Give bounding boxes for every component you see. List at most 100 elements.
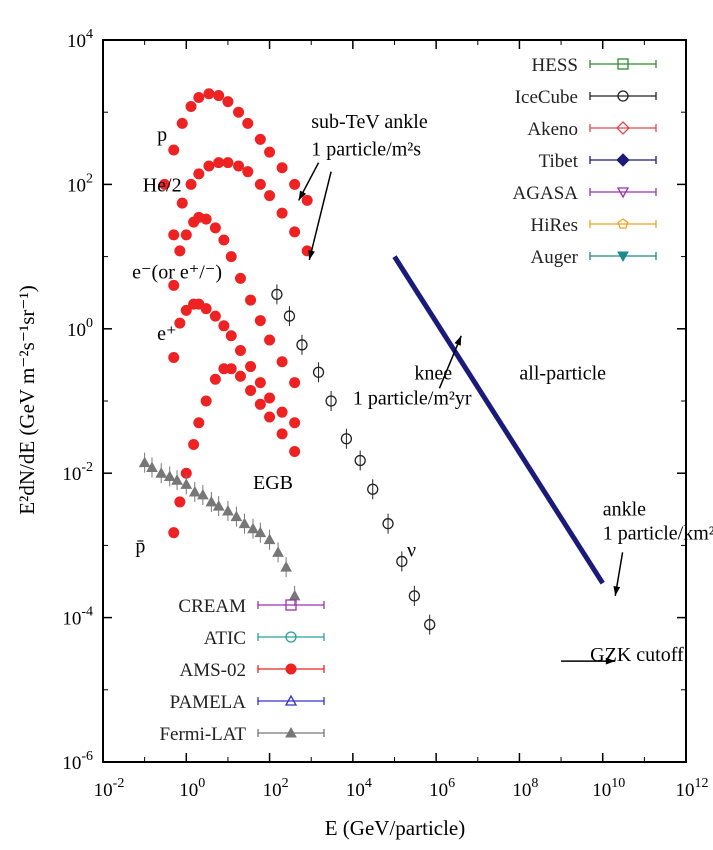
- arrow-head: [308, 249, 315, 260]
- data-point: [325, 395, 337, 407]
- data-point: [408, 590, 421, 602]
- x-tick-label: 104: [346, 776, 372, 801]
- data-point: [234, 370, 246, 382]
- series-e⁻(or e⁺/⁻): [168, 211, 301, 389]
- data-point: [159, 178, 171, 190]
- data-point: [271, 288, 283, 301]
- annotation: sub-TeV ankle: [311, 111, 428, 133]
- data-point: [146, 461, 158, 472]
- x-axis-label: E (GeV/particle): [325, 816, 466, 840]
- data-point: [264, 190, 276, 202]
- data-point: [209, 373, 221, 385]
- y-axis-label: E²dN/dE (GeV m⁻²s⁻¹sr⁻¹): [15, 285, 39, 515]
- data-point: [264, 146, 276, 158]
- data-point: [312, 366, 325, 378]
- data-point: [276, 356, 288, 368]
- legend-marker: [617, 218, 629, 229]
- data-point: [289, 377, 301, 389]
- legend-marker: [285, 726, 297, 738]
- data-point: [382, 518, 394, 530]
- series-all-particle: [392, 255, 605, 585]
- data-point: [280, 561, 292, 572]
- annotation: ankle: [603, 498, 646, 520]
- legend-label: Fermi-LAT: [159, 724, 246, 745]
- data-point: [222, 96, 234, 108]
- data-point: [213, 157, 225, 169]
- data-point: [168, 527, 180, 539]
- data-point: [242, 117, 254, 129]
- legend-label: HESS: [532, 55, 578, 76]
- legend-top-right: HESS IceCube Akeno Tibet AGASA HiRes Auger: [513, 55, 657, 268]
- plot-area: [138, 88, 605, 635]
- x-tick-label: 102: [263, 776, 289, 801]
- annotation: He/2: [143, 174, 182, 196]
- legend-label: AMS-02: [179, 660, 246, 681]
- y-tick-label: 10-2: [62, 460, 93, 485]
- legend-marker: [285, 631, 297, 643]
- data-point: [288, 589, 301, 601]
- data-point: [340, 433, 353, 445]
- data-point: [203, 160, 215, 172]
- data-point: [254, 133, 266, 145]
- data-point: [174, 496, 186, 508]
- data-point: [185, 100, 197, 112]
- data-point: [174, 245, 186, 257]
- legend-marker: [617, 251, 629, 263]
- data-point: [168, 352, 180, 364]
- data-point: [234, 345, 246, 357]
- annotation: 1 particle/m²s: [311, 139, 421, 161]
- data-point: [242, 166, 254, 178]
- data-point: [138, 456, 151, 468]
- data-point: [180, 304, 192, 316]
- data-point: [238, 517, 251, 529]
- y-tick-label: 102: [67, 171, 93, 196]
- data-point: [200, 213, 212, 225]
- legend-marker: [616, 187, 630, 199]
- legend-label: ATIC: [204, 628, 246, 649]
- data-point: [209, 310, 221, 322]
- data-point: [203, 88, 215, 100]
- data-point: [424, 618, 436, 631]
- annotation: e⁺: [157, 323, 176, 345]
- arrow-head: [454, 335, 462, 346]
- x-tick-label: 108: [512, 776, 538, 801]
- y-tick-label: 104: [67, 27, 93, 52]
- y-tick-label: 10-4: [62, 605, 93, 630]
- data-point: [225, 363, 237, 375]
- data-point: [354, 454, 366, 467]
- data-point: [200, 395, 212, 407]
- data-point: [212, 500, 225, 511]
- data-point: [296, 339, 308, 351]
- series-He/2: [168, 157, 313, 257]
- data-point: [185, 178, 197, 190]
- data-point: [193, 417, 205, 429]
- data-point: [276, 162, 288, 174]
- data-point: [233, 160, 245, 172]
- legend-marker: [616, 121, 630, 135]
- annotations: p He/2 e⁻(or e⁺/⁻) e⁺ p̄ EGB ν sub-TeV ankle 1 p…: [132, 111, 713, 666]
- legend-marker: [617, 90, 629, 102]
- data-point: [289, 445, 301, 457]
- data-point: [209, 222, 221, 234]
- data-point: [289, 417, 301, 429]
- data-point: [193, 91, 205, 103]
- legend-marker: [285, 599, 297, 611]
- data-point: [225, 330, 237, 342]
- data-point: [367, 483, 379, 495]
- data-point: [276, 406, 288, 418]
- y-tick-label: 10-6: [62, 749, 93, 774]
- data-point: [234, 272, 246, 284]
- data-point: [254, 398, 266, 410]
- data-point: [289, 226, 301, 238]
- legend-marker: [617, 58, 629, 70]
- data-point: [222, 504, 234, 516]
- data-point: [218, 234, 230, 246]
- data-point: [174, 317, 186, 329]
- data-point: [155, 467, 168, 478]
- data-point: [176, 197, 188, 209]
- annotation: p̄: [135, 535, 145, 557]
- data-point: [188, 485, 201, 497]
- legend-label: HiRes: [531, 215, 579, 236]
- data-point: [200, 303, 212, 315]
